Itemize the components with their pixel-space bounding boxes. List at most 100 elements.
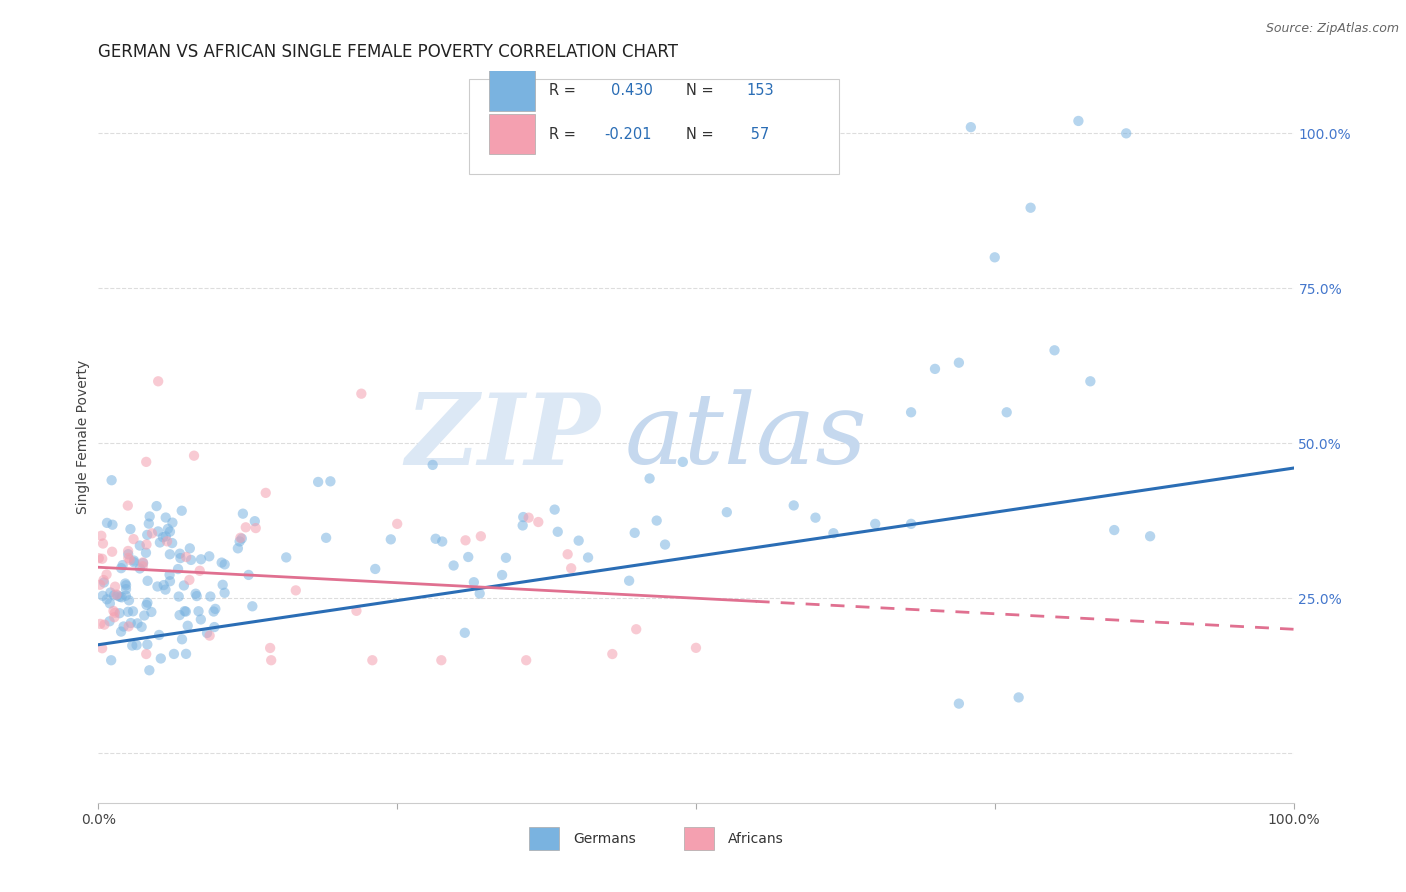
Point	[93, 573, 115, 587]
Point	[495, 550, 517, 565]
Point	[159, 567, 181, 582]
Point	[200, 590, 222, 604]
Point	[138, 663, 160, 677]
Point	[211, 556, 233, 570]
Point	[91, 589, 114, 603]
Text: GERMAN VS AFRICAN SINGLE FEMALE POVERTY CORRELATION CHART: GERMAN VS AFRICAN SINGLE FEMALE POVERTY …	[98, 44, 679, 62]
Point	[560, 561, 582, 575]
Point	[195, 626, 218, 640]
Point	[231, 532, 253, 546]
Point	[111, 558, 134, 573]
Point	[385, 516, 409, 531]
FancyBboxPatch shape	[529, 827, 558, 850]
Point	[804, 510, 827, 524]
Point	[100, 585, 122, 599]
Point	[110, 561, 132, 575]
Point	[346, 604, 368, 618]
Point	[138, 516, 160, 531]
Point	[93, 617, 115, 632]
FancyBboxPatch shape	[685, 827, 714, 850]
Point	[174, 549, 197, 564]
Point	[1139, 529, 1161, 543]
Point	[1067, 114, 1090, 128]
Point	[188, 564, 211, 578]
Point	[91, 641, 114, 656]
Point	[960, 120, 983, 135]
Point	[430, 653, 453, 667]
Point	[156, 522, 179, 536]
Point	[96, 516, 118, 530]
Point	[96, 592, 118, 607]
Point	[127, 616, 149, 631]
Point	[1104, 523, 1126, 537]
Text: Source: ZipAtlas.com: Source: ZipAtlas.com	[1265, 22, 1399, 36]
Point	[122, 604, 145, 618]
Point	[155, 529, 177, 543]
Point	[103, 604, 125, 618]
Point	[169, 608, 191, 623]
Point	[232, 507, 254, 521]
Point	[948, 356, 970, 370]
Point	[135, 455, 157, 469]
Point	[136, 574, 159, 588]
Text: Germans: Germans	[572, 831, 636, 846]
Point	[350, 386, 373, 401]
Point	[118, 553, 141, 567]
Point	[547, 524, 569, 539]
Point	[131, 620, 153, 634]
Point	[259, 640, 281, 655]
Point	[995, 405, 1018, 419]
Point	[1019, 201, 1042, 215]
Point	[135, 546, 157, 560]
Point	[1043, 343, 1066, 358]
Point	[167, 590, 190, 604]
Text: -0.201: -0.201	[605, 128, 651, 142]
Point	[179, 541, 201, 556]
Point	[121, 639, 143, 653]
Point	[900, 405, 922, 419]
Point	[117, 550, 139, 565]
Point	[136, 528, 159, 542]
Point	[432, 534, 454, 549]
Point	[468, 586, 491, 600]
Point	[948, 697, 970, 711]
Point	[984, 250, 1007, 264]
Point	[125, 638, 148, 652]
Point	[170, 632, 193, 647]
Point	[491, 568, 513, 582]
Point	[202, 620, 225, 634]
Point	[823, 526, 845, 541]
Point	[141, 526, 163, 541]
Point	[228, 534, 250, 549]
Point	[152, 578, 174, 592]
Point	[115, 578, 138, 592]
Point	[136, 596, 159, 610]
Point	[122, 532, 145, 546]
Text: N =: N =	[686, 128, 718, 142]
Point	[169, 547, 191, 561]
Point	[1008, 690, 1031, 705]
Point	[186, 589, 208, 603]
Point	[115, 589, 138, 603]
Point	[238, 568, 260, 582]
Point	[174, 605, 197, 619]
Point	[454, 625, 477, 640]
Point	[87, 551, 110, 566]
Point	[134, 608, 156, 623]
Point	[100, 473, 122, 487]
Point	[443, 558, 465, 573]
Point	[163, 647, 186, 661]
Point	[98, 596, 121, 610]
Point	[104, 580, 127, 594]
Point	[211, 578, 233, 592]
Point	[159, 524, 181, 539]
Point	[198, 549, 221, 564]
Point	[136, 638, 159, 652]
Point	[425, 532, 447, 546]
Point	[924, 362, 946, 376]
Point	[141, 605, 163, 619]
Text: Africans: Africans	[728, 831, 785, 846]
Point	[226, 541, 249, 556]
Point	[307, 475, 329, 489]
Point	[145, 499, 167, 513]
